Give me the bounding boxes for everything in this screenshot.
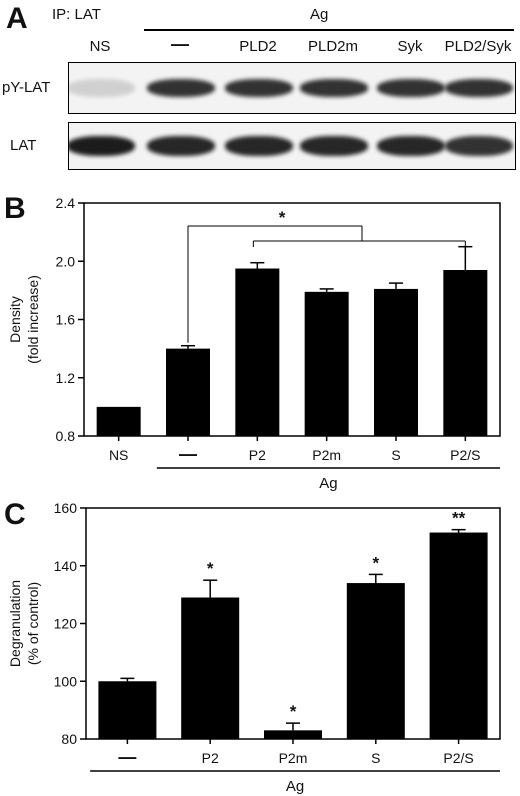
bar bbox=[264, 730, 322, 739]
y-axis-subtitle: (fold increase) bbox=[25, 275, 41, 364]
x-tick-label: S bbox=[391, 447, 400, 463]
x-tick-label: P2m bbox=[279, 750, 308, 766]
bar bbox=[181, 597, 240, 739]
blot-lat bbox=[68, 122, 516, 170]
y-axis-title: Degranulation bbox=[7, 580, 23, 667]
y-axis-title: Density bbox=[7, 296, 23, 343]
y-tick-label: 0.8 bbox=[56, 428, 76, 444]
y-tick-label: 120 bbox=[54, 616, 78, 632]
blot-label-pylat: pY-LAT bbox=[2, 79, 51, 96]
ag-bracket-a bbox=[144, 29, 514, 31]
panel-c-letter: C bbox=[4, 498, 26, 531]
ip-label: IP: LAT bbox=[52, 6, 101, 23]
blot-band bbox=[147, 136, 215, 156]
blot-band bbox=[300, 136, 368, 156]
x-tick-label: P2m bbox=[312, 447, 341, 463]
y-tick-label: 1.2 bbox=[56, 370, 76, 386]
bar bbox=[443, 269, 488, 436]
significance-marker: * bbox=[372, 553, 379, 572]
blot-band bbox=[69, 136, 135, 156]
ag-label: Ag bbox=[319, 475, 337, 492]
plot-frame bbox=[83, 202, 501, 437]
x-tick-label: S bbox=[371, 750, 380, 766]
chart-c: 80 100 120 140 160 Degranulation (% of control… bbox=[7, 500, 501, 795]
bar bbox=[166, 348, 210, 436]
lane-label: — bbox=[171, 34, 189, 54]
significance-marker: ** bbox=[452, 509, 466, 528]
blot-pylat bbox=[68, 62, 516, 114]
y-tick-label: 2.4 bbox=[56, 195, 76, 211]
x-tick-label: NS bbox=[109, 447, 128, 463]
lane-label: PLD2 bbox=[239, 38, 277, 55]
lane-label: Syk bbox=[397, 38, 423, 55]
x-tick-label: P2/S bbox=[450, 447, 480, 463]
blot-band bbox=[69, 79, 135, 97]
x-tick-label: — bbox=[118, 747, 136, 767]
blot-band bbox=[300, 79, 368, 97]
bar bbox=[374, 288, 418, 436]
bar bbox=[98, 681, 157, 739]
bar bbox=[429, 532, 488, 739]
bar bbox=[346, 583, 405, 739]
panel-b-letter: B bbox=[4, 192, 26, 225]
blot-band bbox=[147, 79, 215, 97]
blot-band bbox=[225, 136, 293, 156]
y-tick-label: 100 bbox=[54, 673, 78, 689]
panel-a-letter: A bbox=[6, 2, 28, 35]
ag-label-a: Ag bbox=[310, 6, 329, 23]
x-tick-label: P2 bbox=[249, 447, 266, 463]
blot-band bbox=[225, 79, 293, 97]
blot-band bbox=[377, 79, 445, 97]
y-tick-label: 80 bbox=[61, 731, 77, 747]
lane-label: PLD2m bbox=[307, 38, 359, 55]
blot-label-lat: LAT bbox=[10, 137, 37, 154]
x-tick-label: P2/S bbox=[443, 750, 473, 766]
y-tick-label: 2.0 bbox=[56, 253, 76, 269]
y-tick-label: 1.6 bbox=[56, 312, 76, 328]
significance-marker: * bbox=[290, 702, 297, 721]
significance-marker: * bbox=[207, 559, 214, 578]
chart-b: 0.8 1.2 1.6 2.0 2.4 Density (fold increase) NS —… bbox=[7, 195, 501, 492]
significance-marker: * bbox=[279, 208, 286, 227]
blot-band bbox=[377, 136, 445, 156]
lane-label: NS bbox=[89, 38, 111, 55]
ag-label: Ag bbox=[286, 778, 304, 795]
x-tick-label: — bbox=[179, 444, 197, 464]
bar bbox=[304, 291, 349, 436]
x-tick-label: P2 bbox=[202, 750, 219, 766]
y-axis-subtitle: (% of control) bbox=[25, 582, 41, 665]
bar bbox=[96, 406, 141, 436]
blot-band bbox=[445, 79, 513, 97]
y-tick-label: 140 bbox=[54, 558, 78, 574]
bar bbox=[235, 268, 280, 436]
y-tick-label: 160 bbox=[54, 500, 78, 516]
lane-label: PLD2/Syk bbox=[444, 38, 512, 55]
blot-band bbox=[445, 136, 513, 156]
